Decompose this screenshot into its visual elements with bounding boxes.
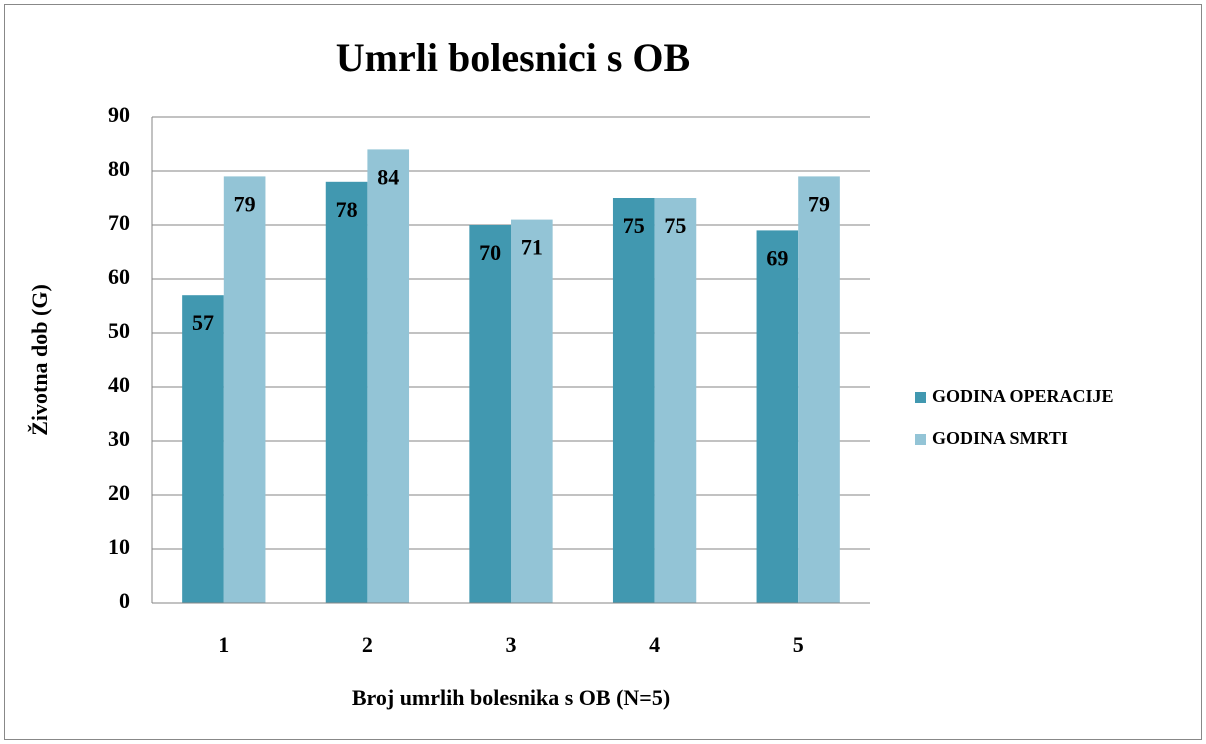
bar <box>223 176 266 603</box>
bar <box>654 198 697 603</box>
data-label: 79 <box>234 191 256 216</box>
y-tick-label: 30 <box>108 426 130 451</box>
bar <box>325 181 368 604</box>
y-tick-label: 20 <box>108 480 130 505</box>
bar <box>367 149 410 603</box>
data-label: 71 <box>521 235 543 260</box>
data-label: 79 <box>808 191 830 216</box>
data-label: 57 <box>192 310 214 335</box>
x-tick-label: 1 <box>218 632 229 657</box>
data-label: 75 <box>664 213 686 238</box>
legend-swatch <box>915 434 926 445</box>
data-label: 78 <box>336 197 358 222</box>
bar <box>612 198 655 603</box>
y-tick-label: 40 <box>108 372 130 397</box>
bar <box>511 219 553 603</box>
y-tick-label: 10 <box>108 534 130 559</box>
x-tick-label: 4 <box>649 632 660 657</box>
y-tick-label: 60 <box>108 264 130 289</box>
y-tick-label: 50 <box>108 318 130 343</box>
bar <box>182 295 224 603</box>
data-label: 69 <box>766 245 788 270</box>
data-label: 75 <box>623 213 645 238</box>
legend-label: GODINA OPERACIJE <box>932 386 1114 406</box>
x-tick-label: 5 <box>793 632 804 657</box>
data-label: 70 <box>479 240 501 265</box>
y-tick-label: 90 <box>108 102 130 127</box>
bar <box>469 225 511 603</box>
y-axis-label: Životna dob (G) <box>27 284 52 436</box>
y-tick-label: 70 <box>108 210 130 235</box>
x-tick-label: 2 <box>362 632 373 657</box>
x-tick-label: 3 <box>506 632 517 657</box>
legend-swatch <box>915 392 926 403</box>
legend-label: GODINA SMRTI <box>932 428 1068 448</box>
bar <box>798 176 840 603</box>
bar <box>756 230 799 603</box>
y-tick-label: 80 <box>108 156 130 181</box>
x-axis-label: Broj umrlih bolesnika s OB (N=5) <box>352 685 670 710</box>
chart-title: Umrli bolesnici s OB <box>336 35 690 80</box>
y-tick-label: 0 <box>119 588 130 613</box>
data-label: 84 <box>377 164 399 189</box>
